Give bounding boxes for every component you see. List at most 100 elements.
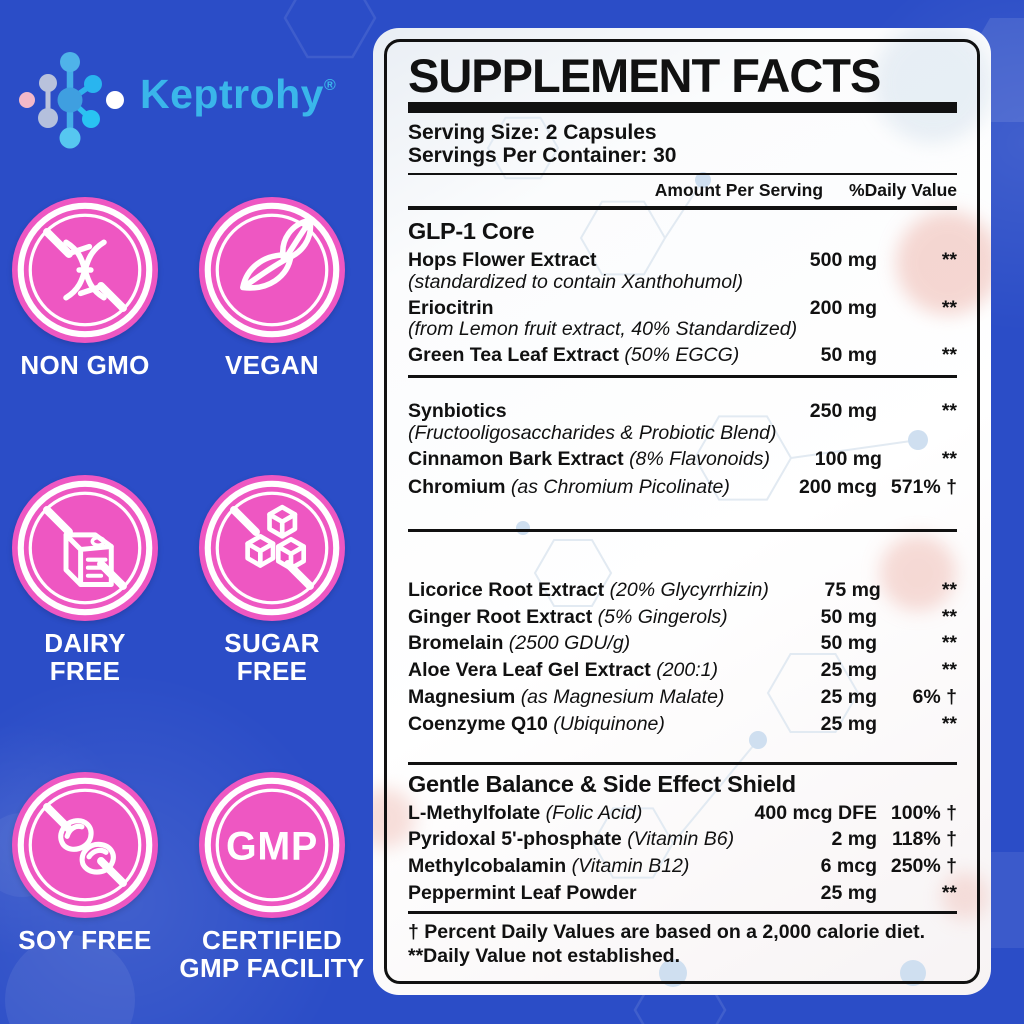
ingredient-row: Pyridoxal 5'-phosphate (Vitamin B6) 2 mg 1… bbox=[408, 828, 957, 851]
ingredient-amount: 50 mg bbox=[820, 632, 877, 655]
ingredient-name: Methylcobalamin (Vitamin B12) bbox=[408, 855, 690, 878]
badge-label: DAIRY FREE bbox=[44, 628, 126, 687]
brand-name-text: Keptrohy bbox=[140, 71, 324, 117]
brand-logo bbox=[16, 45, 136, 160]
ingredient-name: L-Methylfolate (Folic Acid) bbox=[408, 801, 643, 824]
ingredient-amount: 50 mg bbox=[820, 605, 877, 628]
section-divider bbox=[408, 528, 957, 532]
ingredient-daily-value: 571% † bbox=[890, 475, 957, 498]
ingredient-daily-value: 6% † bbox=[912, 686, 957, 708]
ingredient-subnote: (from Lemon fruit extract, 40% Standardi… bbox=[408, 318, 798, 341]
ingredient-row: Magnesium (as Magnesium Malate) 25 mg 6% † bbox=[408, 686, 957, 709]
panel-molecule-pattern bbox=[373, 28, 991, 987]
divider bbox=[408, 172, 957, 176]
badge-grid: NON GMO VEGAN DAIRY FREE SUGAR FREE SOY FREE GM… bbox=[0, 0, 375, 1024]
ingredient-row: L-Methylfolate (Folic Acid) 400 mcg DFE 10… bbox=[408, 801, 957, 825]
ingredient-name: Eriocitrin bbox=[408, 296, 494, 319]
ingredient-daily-value: 118% † bbox=[891, 828, 957, 851]
section-divider bbox=[408, 374, 957, 378]
ingredient-amount: 2 mg bbox=[831, 828, 877, 851]
badge-vegan: VEGAN bbox=[177, 197, 367, 379]
ingredient-daily-value: ** bbox=[941, 881, 957, 904]
badge-label: SOY FREE bbox=[18, 925, 152, 955]
ingredient-note: (200:1) bbox=[656, 659, 718, 682]
ingredient-row: Coenzyme Q10 (Ubiquinone) 25 mg ** bbox=[408, 712, 957, 736]
ingredient-sections: GLP-1 Core Hops Flower Extract 500 mg ** (st… bbox=[408, 210, 957, 910]
ingredient-name: Synbiotics bbox=[408, 399, 507, 422]
ingredient-row: Chromium (as Chromium Picolinate) 200 mcg… bbox=[408, 475, 957, 499]
ingredient-name: Aloe Vera Leaf Gel Extract (200:1) bbox=[408, 659, 718, 682]
ingredient-name: Coenzyme Q10 (Ubiquinone) bbox=[408, 712, 665, 735]
section-header: Gentle Balance & Side Effect Shield bbox=[408, 770, 796, 797]
divider bbox=[408, 206, 957, 211]
ingredient-section: Gentle Balance & Side Effect Shield L-Met… bbox=[408, 765, 957, 911]
badge-dairy-free: DAIRY FREE bbox=[0, 475, 180, 685]
badge-sugar-free: SUGAR FREE bbox=[177, 475, 367, 685]
ingredient-daily-value: ** bbox=[941, 659, 957, 682]
ingredient-note: (8% Flavonoids) bbox=[629, 448, 770, 471]
badge-label: SUGAR FREE bbox=[224, 628, 320, 687]
ingredient-daily-value: ** bbox=[941, 249, 957, 272]
ingredient-row: Bromelain (2500 GDU/g) 50 mg ** bbox=[408, 632, 957, 655]
ingredient-daily-value: ** bbox=[941, 605, 957, 628]
badge-gmp-facility: GMP CERTIFIED GMP FACILITY bbox=[177, 772, 367, 982]
ingredient-amount: 200 mg bbox=[809, 296, 877, 319]
ingredient-name: Magnesium (as Magnesium Malate) bbox=[408, 686, 725, 708]
ingredient-name: Bromelain (2500 GDU/g) bbox=[408, 632, 631, 655]
ingredient-name: Ginger Root Extract (5% Gingerols) bbox=[408, 605, 728, 628]
ingredient-note: (as Magnesium Malate) bbox=[520, 686, 725, 708]
footnote-not-established: **Daily Value not established. bbox=[408, 944, 681, 967]
ingredient-amount: 25 mg bbox=[820, 659, 877, 682]
no-soy-beans-icon bbox=[12, 772, 158, 918]
servings-per-container: Servings Per Container: 30 bbox=[408, 144, 677, 168]
ingredient-daily-value: ** bbox=[941, 578, 957, 601]
ingredient-name: Licorice Root Extract (20% Glycyrrhizin) bbox=[408, 578, 769, 601]
amount-column-header: Amount Per Serving bbox=[654, 180, 824, 201]
ingredient-row: Hops Flower Extract 500 mg ** bbox=[408, 249, 957, 272]
ingredient-daily-value: ** bbox=[941, 632, 957, 655]
footnote-daily-value: † Percent Daily Values are based on a 2,… bbox=[408, 920, 926, 943]
column-headers: Amount Per Serving %Daily Value bbox=[408, 175, 957, 206]
ingredient-subnote: (Fructooligosaccharides & Probiotic Blen… bbox=[408, 421, 777, 444]
ingredient-amount: 25 mg bbox=[820, 712, 877, 735]
registered-mark: ® bbox=[323, 77, 337, 94]
brand-name: Keptrohy® bbox=[140, 74, 336, 115]
badge-non-gmo: NON GMO bbox=[0, 197, 180, 379]
facts-panel-border: SUPPLEMENT FACTS Serving Size: 2 Capsule… bbox=[384, 39, 980, 984]
ingredient-note: (50% EGCG) bbox=[624, 343, 740, 366]
ingredient-daily-value: ** bbox=[941, 448, 957, 471]
no-sugar-cubes-icon bbox=[199, 475, 345, 621]
ingredient-note: (20% Glycyrrhizin) bbox=[609, 578, 769, 601]
ingredient-name: Cinnamon Bark Extract (8% Flavonoids) bbox=[408, 448, 770, 471]
title-divider-bar bbox=[408, 101, 957, 113]
no-dairy-carton-icon bbox=[12, 475, 158, 621]
ingredient-daily-value: ** bbox=[941, 399, 957, 422]
ingredient-note: (as Chromium Picolinate) bbox=[510, 475, 730, 498]
ingredient-daily-value: ** bbox=[941, 712, 957, 735]
ingredient-section: Synbiotics 250 mg ** (Fructooligosaccharide… bbox=[408, 378, 957, 529]
badge-soy-free: SOY FREE bbox=[0, 772, 180, 954]
ingredient-row: Ginger Root Extract (5% Gingerols) 50 mg *… bbox=[408, 605, 957, 629]
ingredient-name: Pyridoxal 5'-phosphate (Vitamin B6) bbox=[408, 828, 735, 851]
ingredient-note: (5% Gingerols) bbox=[597, 605, 728, 628]
ingredient-daily-value: 100% † bbox=[890, 801, 957, 824]
ingredient-subnote: (standardized to contain Xanthohumol) bbox=[408, 271, 743, 294]
ingredient-amount: 25 mg bbox=[820, 686, 877, 708]
ingredient-note: (Folic Acid) bbox=[545, 801, 643, 824]
supplement-facts-panel: SUPPLEMENT FACTS Serving Size: 2 Capsule… bbox=[373, 28, 991, 995]
ingredient-name: Hops Flower Extract bbox=[408, 249, 597, 272]
ingredient-note: (Vitamin B6) bbox=[627, 828, 735, 851]
no-gmo-dna-icon bbox=[12, 197, 158, 343]
ingredient-amount: 25 mg bbox=[820, 881, 877, 904]
ingredient-daily-value: 250% † bbox=[890, 855, 957, 878]
ingredient-row: Methylcobalamin (Vitamin B12) 6 mcg 250% † bbox=[408, 855, 957, 878]
ingredient-amount: 6 mcg bbox=[820, 855, 877, 878]
footnotes: † Percent Daily Values are based on a 2,… bbox=[408, 921, 957, 969]
ingredient-row: Cinnamon Bark Extract (8% Flavonoids) 100… bbox=[408, 448, 957, 471]
ingredient-amount: 50 mg bbox=[820, 343, 877, 366]
ingredient-name: Green Tea Leaf Extract (50% EGCG) bbox=[408, 343, 740, 366]
ingredient-row: Eriocitrin 200 mg ** bbox=[408, 296, 957, 320]
ingredient-note: (2500 GDU/g) bbox=[508, 632, 631, 655]
ingredient-amount: 75 mg bbox=[824, 578, 881, 601]
